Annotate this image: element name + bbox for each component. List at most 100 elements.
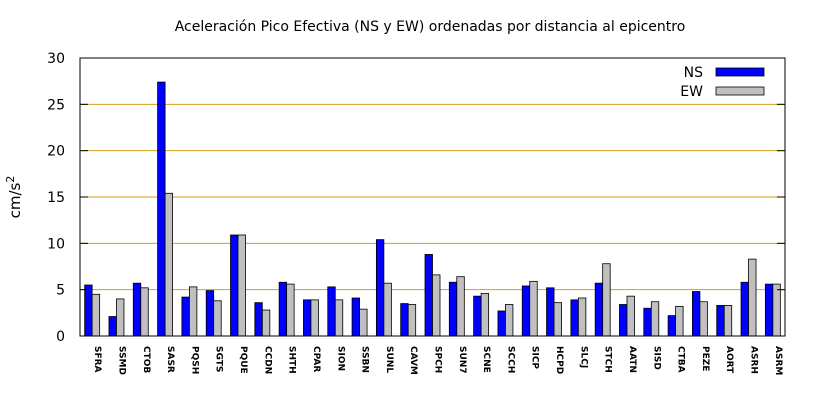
bar-ns-aort <box>716 305 725 337</box>
bar-ns-sun7 <box>448 281 458 337</box>
legend-label-ew: EW <box>680 84 703 100</box>
legend-swatch-ns <box>715 67 765 77</box>
bar-ns-ssbn <box>351 297 360 337</box>
bar-ns-scch <box>497 310 506 337</box>
bar-ns-stch <box>594 282 604 337</box>
bar-ns-asrh <box>740 281 749 337</box>
bar-ew-sun7 <box>456 276 465 337</box>
bar-ew-pqsh <box>188 286 198 337</box>
bar-ns-aatn <box>619 304 628 337</box>
x-tick-label-sion: SION <box>335 346 345 371</box>
x-tick-label-cavm: CAVM <box>408 346 418 375</box>
y-tick-label-5: 5 <box>56 283 65 299</box>
bar-ns-slcj <box>570 299 579 337</box>
bar-ew-aatn <box>626 295 635 337</box>
grid-lines <box>80 103 785 291</box>
x-tick-label-sicp: SICP <box>530 346 540 369</box>
bar-ew-ctba <box>675 305 684 337</box>
x-tick-label-spch: SPCH <box>433 346 443 373</box>
bar-ns-ssmd <box>108 316 117 337</box>
bar-ns-sion <box>327 286 336 337</box>
x-tick-label-sun7: SUN7 <box>457 346 467 374</box>
bar-ew-stch <box>602 263 611 337</box>
x-tick-label-aatn: AATN <box>627 346 637 373</box>
legend-label-ns: NS <box>684 65 703 81</box>
x-tick-label-slcj: SLCJ <box>578 346 588 368</box>
bar-ns-pqsh <box>181 296 190 337</box>
x-tick-label-aort: AORT <box>724 346 734 374</box>
x-tick-label-ssbn: SSBN <box>360 346 370 373</box>
bar-ew-sunl <box>383 282 392 337</box>
x-tick-label-ctob: CTOB <box>141 346 151 373</box>
bar-ew-aort <box>723 305 733 337</box>
y-tick-label-25: 25 <box>47 97 65 113</box>
bars <box>84 81 781 337</box>
bar-ew-pque <box>237 234 246 337</box>
bar-ns-sisd <box>643 307 652 337</box>
legend-swatch-ew <box>715 86 765 96</box>
bar-ns-cpar <box>303 299 312 337</box>
bar-ns-peze <box>692 291 701 337</box>
y-tick-label-0: 0 <box>56 329 65 345</box>
bar-ns-spch <box>424 254 433 337</box>
bar-ew-sion <box>334 299 344 337</box>
bar-ew-sisd <box>650 301 660 337</box>
bar-ew-cavm <box>407 304 417 337</box>
bar-ns-sunl <box>375 239 385 337</box>
bar-ew-cpar <box>310 299 319 337</box>
bar-ns-hcpd <box>546 287 555 337</box>
y-tick-label-15: 15 <box>47 190 65 206</box>
chart-title: Aceleración Pico Efectiva (NS y EW) orde… <box>175 19 686 35</box>
bar-ew-hcpd <box>553 302 562 337</box>
bar-ew-ssmd <box>116 298 125 337</box>
y-tick-label-20: 20 <box>47 144 65 160</box>
x-tick-label-sfra: SFRA <box>92 346 102 373</box>
x-tick-label-ctba: CTBA <box>676 346 686 373</box>
x-tick-label-peze: PEZE <box>700 346 710 371</box>
x-tick-label-sunl: SUNL <box>384 346 394 373</box>
y-axis-label: cm/s2 <box>4 176 24 219</box>
y-tick-label-10: 10 <box>47 236 65 252</box>
x-tick-label-sgts: SGTS <box>214 346 224 372</box>
bar-ns-pque <box>230 234 239 337</box>
x-tick-label-pqsh: PQSH <box>189 346 199 374</box>
y-axis-ticks: 0 5 10 15 20 25 30 <box>47 51 785 345</box>
bar-ns-shth <box>278 281 288 337</box>
bar-ew-asrh <box>748 258 757 337</box>
y-axis-label-unit: cm/s <box>6 182 24 218</box>
x-tick-label-ssmd: SSMD <box>116 346 126 375</box>
bar-ew-scch <box>505 304 514 337</box>
y-axis-label-superscript: 2 <box>4 176 17 183</box>
x-tick-label-stch: STCH <box>603 346 613 373</box>
x-tick-label-sisd: SISD <box>651 346 661 370</box>
x-axis-labels: SFRA SSMD CTOB SASR PQSH SGTS PQUE CCDN SHTH CPAR… <box>92 346 783 375</box>
bar-ns-asrm <box>764 283 774 337</box>
x-tick-label-pque: PQUE <box>238 346 248 374</box>
x-tick-label-scch: SCCH <box>505 346 515 373</box>
x-tick-label-asrm: ASRM <box>773 346 783 375</box>
bar-ns-ccdn <box>254 302 263 337</box>
bar-ns-sicp <box>521 285 531 337</box>
bar-ew-spch <box>432 274 441 337</box>
legend: NS EW <box>680 65 765 100</box>
y-tick-label-30: 30 <box>47 51 65 67</box>
bar-ew-sfra <box>91 293 101 337</box>
x-tick-label-asrh: ASRH <box>749 346 759 374</box>
bar-ew-sgts <box>213 300 222 337</box>
bar-ns-scne <box>473 295 482 337</box>
bar-ew-ccdn <box>261 309 271 337</box>
x-tick-label-ccdn: CCDN <box>262 346 272 374</box>
x-tick-label-sasr: SASR <box>165 346 175 373</box>
bar-ew-sasr <box>164 192 173 337</box>
bar-ns-cavm <box>400 303 409 337</box>
bar-ew-ssbn <box>359 308 368 337</box>
bar-ew-ctob <box>140 287 149 337</box>
x-tick-label-shth: SHTH <box>287 346 297 374</box>
bar-ew-slcj <box>577 297 587 337</box>
bar-ns-sasr <box>157 81 166 337</box>
bar-ew-sicp <box>529 280 538 337</box>
bar-ns-sfra <box>84 284 93 337</box>
bar-ns-ctba <box>667 315 677 337</box>
bar-ew-asrm <box>772 283 781 337</box>
